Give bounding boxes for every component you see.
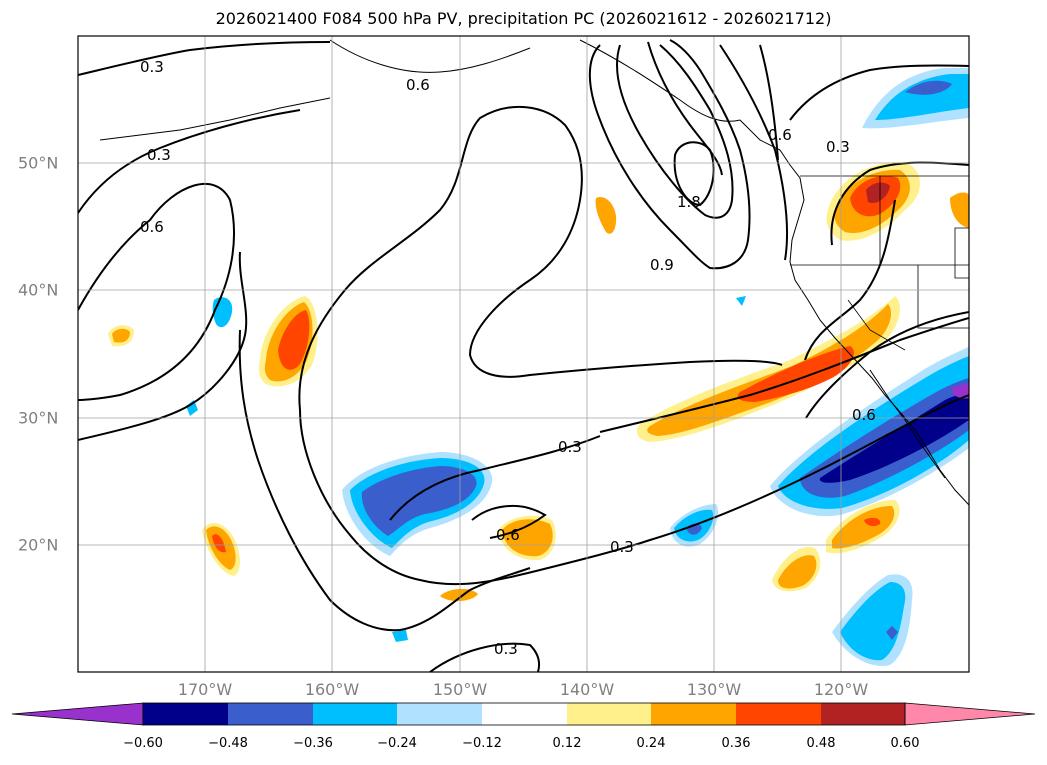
shade-patch <box>112 328 130 343</box>
contour-line <box>599 317 969 433</box>
shade-patch <box>819 392 969 483</box>
colorbar-tick-label: 0.36 <box>721 736 751 751</box>
graticule-layer <box>78 36 969 672</box>
contour-line <box>616 44 734 219</box>
contour-line <box>759 44 779 161</box>
shade-patch <box>502 519 553 557</box>
colorbar-tick-label: −0.24 <box>377 736 417 751</box>
contour-line <box>719 44 788 261</box>
lat-label: 40°N <box>18 280 59 300</box>
map-title: 2026021400 F084 500 hPa PV, precipitatio… <box>215 9 832 28</box>
contour-label: 1.8 <box>677 193 701 211</box>
colorbar-bin <box>736 703 821 725</box>
shade-patch <box>736 296 746 306</box>
shade-patch <box>186 400 198 416</box>
shade-patch <box>212 534 226 553</box>
colorbar-tick-label: −0.36 <box>293 736 333 751</box>
contour-label: 0.9 <box>650 256 674 274</box>
lat-label: 30°N <box>18 408 59 428</box>
shade-patch <box>832 506 895 549</box>
contour-line <box>588 39 751 270</box>
contour-line <box>389 435 601 521</box>
contour-line <box>805 311 969 419</box>
contour-label: 0.3 <box>494 640 518 658</box>
shade-patch <box>778 555 817 589</box>
shade-patch <box>951 384 969 399</box>
lon-label: 140°W <box>559 680 615 699</box>
colorbar-bin <box>313 703 397 725</box>
colorbar-extend-max <box>904 702 1036 726</box>
colorbar-tick-label: −0.12 <box>462 736 502 751</box>
lon-label: 150°W <box>432 680 488 699</box>
contour-line <box>78 41 331 76</box>
colorbar-tick-label: 0.48 <box>806 736 836 751</box>
contour-line <box>789 64 969 121</box>
contour-label: 0.3 <box>826 138 850 156</box>
contour-label: 0.6 <box>406 76 430 94</box>
coastline <box>579 39 741 122</box>
coastline <box>739 119 969 506</box>
contour-label: 0.6 <box>496 526 520 544</box>
colorbar-tick-label: 0.12 <box>552 736 582 751</box>
contour-line <box>78 251 248 441</box>
shade-patch <box>392 630 408 642</box>
contour-label: 0.6 <box>768 126 792 144</box>
colorbar-frame <box>142 702 906 726</box>
contour-line <box>804 199 896 361</box>
lat-label: 20°N <box>18 535 59 555</box>
colorbar-tick-label: 0.24 <box>636 736 666 751</box>
contour-label: 0.3 <box>147 146 171 164</box>
shade-patch <box>905 80 952 95</box>
shade-patch <box>864 517 881 527</box>
map-frame <box>77 35 970 673</box>
lon-label: 120°W <box>813 680 869 699</box>
shade-patch <box>886 626 898 640</box>
colorbar-tick-label: −0.60 <box>123 736 163 751</box>
contour-label: 0.6 <box>140 218 164 236</box>
colorbar-bin <box>482 703 567 725</box>
contour-line <box>673 141 715 207</box>
colorbar-tick-label: 0.60 <box>890 736 920 751</box>
colorbar-bin <box>651 703 736 725</box>
colorbar-bin <box>567 703 651 725</box>
shade-patch <box>950 192 969 228</box>
shade-patch <box>647 304 892 436</box>
colorbar-tick-label: −0.48 <box>208 736 248 751</box>
border <box>917 265 969 329</box>
contour-label-layer: 0.3 0.3 0.6 0.6 1.8 0.9 0.6 0.3 0.3 0.6 … <box>140 58 876 658</box>
border <box>954 227 969 279</box>
contour-label: 0.3 <box>610 538 634 556</box>
colorbar-extend-min <box>11 702 144 726</box>
shade-patch <box>840 582 906 661</box>
contour-line <box>78 182 236 401</box>
colorbar-bin <box>397 703 482 725</box>
contour-label: 0.6 <box>852 406 876 424</box>
contour-line <box>299 394 969 586</box>
colorbar-bin <box>228 703 313 725</box>
contour-line <box>78 109 301 214</box>
coastline <box>869 369 946 479</box>
contour-line <box>471 504 547 539</box>
coastline <box>329 39 531 73</box>
lon-label: 130°W <box>686 680 742 699</box>
contour-line <box>238 329 531 632</box>
contour-line <box>429 642 540 672</box>
contour-label: 0.3 <box>140 58 164 76</box>
colorbar-bin <box>821 703 905 725</box>
colorbar <box>11 702 1036 726</box>
contour-line <box>647 41 723 176</box>
lon-label: 160°W <box>304 680 360 699</box>
shade-patch <box>866 182 890 204</box>
colorbar-bin <box>143 703 228 725</box>
shade-patch <box>737 346 854 402</box>
shade-patch <box>595 196 617 234</box>
lat-label: 50°N <box>18 153 59 173</box>
shading-layer <box>108 68 969 666</box>
lon-label: 170°W <box>177 680 233 699</box>
contour-label: 0.3 <box>558 438 582 456</box>
shade-patch <box>278 310 310 370</box>
